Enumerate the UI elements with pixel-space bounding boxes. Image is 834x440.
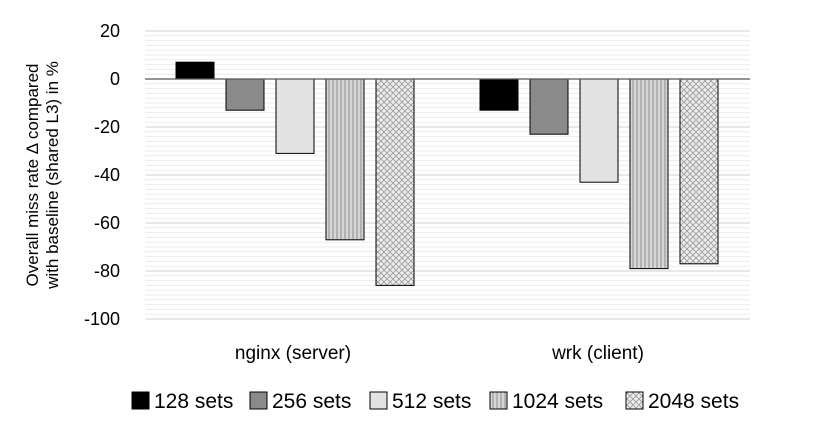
category-label: nginx (server) — [235, 343, 351, 364]
legend-swatch — [131, 391, 150, 410]
bar-128-sets-nginx — [175, 61, 215, 80]
y-tick-labels: 20 0 -20 -40 -60 -80 -100 — [84, 21, 120, 329]
bar-2048-sets-wrk — [679, 78, 719, 265]
bar-128-sets-wrk — [479, 78, 519, 111]
y-axis-label-line-2: with baseline (shared L3) in % — [43, 61, 62, 290]
legend-label: 1024 sets — [512, 390, 603, 413]
y-axis-label: Overall miss rate Δ compared with baseli… — [23, 61, 62, 290]
legend-swatch — [625, 391, 644, 410]
y-axis-label-line-1: Overall miss rate Δ compared — [23, 64, 42, 287]
legend-swatch — [369, 391, 388, 410]
legend-label: 2048 sets — [648, 390, 739, 413]
bar-256-sets-nginx — [225, 78, 265, 111]
bar-256-sets-wrk — [529, 78, 569, 135]
y-tick-label: -80 — [94, 261, 120, 281]
legend: 128 sets 256 sets 512 sets 1024 sets 2048 se… — [131, 390, 739, 413]
legend-swatch — [489, 391, 508, 410]
category-label: wrk (client) — [551, 343, 644, 364]
y-tick-label: -60 — [94, 213, 120, 233]
y-tick-label: 20 — [100, 21, 120, 41]
bar-2048-sets-nginx — [375, 78, 415, 286]
legend-label: 512 sets — [392, 390, 471, 413]
legend-swatch — [249, 391, 268, 410]
y-tick-label: -20 — [94, 117, 120, 137]
y-tick-label: 0 — [110, 69, 120, 89]
bar-512-sets-wrk — [579, 78, 619, 183]
legend-label: 128 sets — [154, 390, 233, 413]
y-tick-label: -100 — [84, 309, 120, 329]
legend-label: 256 sets — [272, 390, 351, 413]
bar-1024-sets-wrk — [629, 78, 669, 270]
bars — [175, 61, 719, 286]
bar-512-sets-nginx — [275, 78, 315, 154]
y-tick-label: -40 — [94, 165, 120, 185]
bar-1024-sets-nginx — [325, 78, 365, 241]
category-labels: nginx (server) wrk (client) — [235, 343, 644, 364]
